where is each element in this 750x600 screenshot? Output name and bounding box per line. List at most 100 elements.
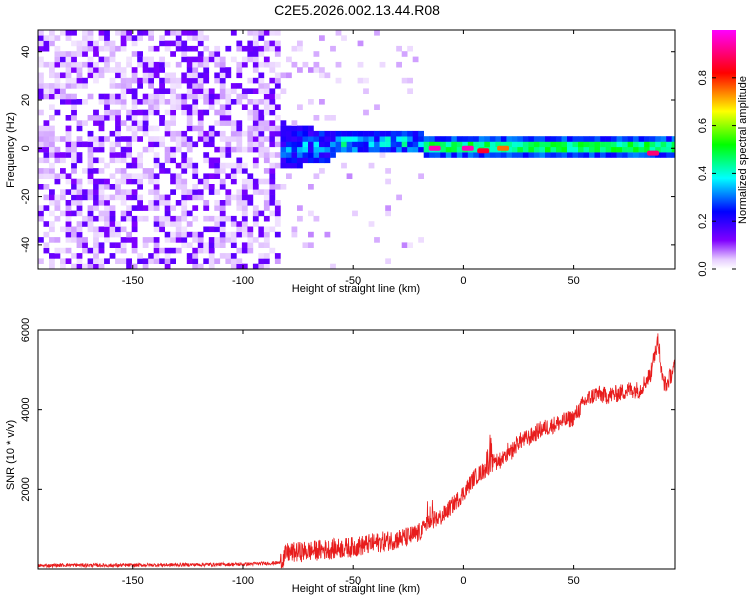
spectrogram-cell: [148, 45, 154, 52]
spectrogram-cell: [258, 141, 265, 148]
spectrogram-cell: [181, 210, 188, 217]
spectrogram-cell: [197, 242, 204, 248]
spectrogram-cell: [76, 221, 83, 227]
spectrogram-cell: [484, 136, 491, 142]
spectrogram-cell: [363, 146, 369, 153]
spectrogram-cell: [159, 226, 165, 233]
spectrogram-cell: [451, 146, 458, 153]
spectrogram-cell: [60, 173, 66, 179]
spectrogram-cell: [131, 99, 138, 105]
spectrogram-cell: [352, 130, 358, 137]
spectrogram-cell: [478, 136, 485, 142]
spectrogram-cell: [142, 263, 149, 269]
spectrogram-cell: [76, 51, 83, 57]
spectrogram-cell: [236, 72, 243, 79]
spectrogram-cell: [60, 210, 66, 217]
spectrogram-cell: [583, 136, 590, 142]
spectrogram-cell: [49, 40, 55, 47]
spectrogram-cell: [49, 152, 55, 158]
spectrogram-cell: [203, 99, 210, 105]
spectrogram-cell: [93, 61, 99, 68]
spectrogram-cell: [49, 200, 55, 206]
spectrogram-cell: [379, 146, 386, 153]
spectrogram-cell: [286, 152, 292, 158]
spectrogram-cell: [181, 40, 188, 47]
spectrogram-cell: [49, 83, 55, 89]
spectrogram-cell: [175, 130, 182, 137]
spectrogram-cell: [131, 178, 138, 185]
spectrogram-cell: [545, 146, 551, 153]
spectrogram-cell: [203, 88, 210, 94]
spectrogram-cell: [269, 184, 276, 190]
spectrogram-xlabel: Height of straight line (km): [292, 283, 420, 295]
spectrogram-cell: [186, 35, 193, 41]
spectrogram-cell: [170, 231, 176, 238]
spectrogram-cell: [137, 215, 143, 222]
spectrogram-cell: [93, 141, 99, 148]
spectrogram-cell: [660, 146, 667, 153]
spectrogram-cell: [43, 173, 50, 179]
spectrogram-cell: [131, 120, 138, 126]
spectrogram-cell: [115, 258, 121, 264]
spectrogram-cell: [153, 141, 160, 148]
spectrogram-cell: [87, 210, 94, 217]
spectrogram-cell: [197, 178, 204, 185]
spectrogram-cell: [192, 258, 199, 264]
spectrogram-cell: [38, 56, 44, 63]
spectrogram-cell: [164, 215, 171, 222]
spectrogram-cell: [109, 231, 116, 238]
spectrogram-cell: [82, 189, 88, 195]
spectrogram-cell: [38, 184, 44, 190]
spectrogram-cell: [104, 184, 110, 190]
spectrogram-cell: [131, 109, 138, 116]
spectrogram-cell: [153, 184, 160, 190]
spectrogram-cell: [528, 152, 535, 158]
spectrogram-cell: [385, 141, 391, 148]
spectrogram-cell: [539, 141, 546, 148]
spectrogram-cell: [197, 125, 204, 132]
spectrogram-cell: [638, 146, 645, 153]
spectrogram-cell: [219, 226, 226, 233]
spectrogram-cell: [170, 109, 176, 116]
spectrogram-cell: [550, 152, 557, 158]
spectrogram-cell: [131, 221, 138, 227]
spectrogram-cell: [263, 109, 270, 116]
spectrogram-cell: [115, 226, 121, 233]
spectrogram-cell: [302, 146, 309, 153]
spectrogram-cell: [203, 178, 210, 185]
spectrogram-cell: [308, 184, 314, 190]
spectrogram-cell: [214, 157, 221, 164]
spectrogram-cell: [225, 237, 232, 243]
spectrogram-cell: [263, 93, 270, 100]
spectrogram-cell: [82, 99, 88, 105]
spectrogram-cell: [82, 45, 88, 52]
spectrogram-cell: [159, 200, 165, 206]
spectrogram-cell: [583, 141, 590, 148]
spectrogram-cell: [148, 237, 154, 243]
spectrogram-cell: [87, 141, 94, 148]
spectrogram-cell: [258, 136, 265, 142]
spectrogram-cell: [263, 120, 270, 126]
spectrogram-cell: [109, 173, 116, 179]
spectrogram-cell: [192, 109, 199, 116]
spectrogram-cell: [418, 146, 424, 153]
spectrogram-cell: [291, 162, 298, 169]
spectrogram-cell: [126, 30, 132, 36]
spectrogram-cell: [54, 200, 61, 206]
spectrogram-cell: [203, 72, 210, 79]
spectrogram-cell: [98, 258, 105, 264]
spectrogram-cell: [622, 141, 628, 148]
spectrogram-cell: [170, 115, 176, 121]
spectrogram-cell: [241, 88, 248, 94]
spectrogram-cell: [43, 146, 50, 153]
spectrogram-cell: [175, 184, 182, 190]
spectrogram-cell: [368, 162, 375, 169]
spectrogram-cell: [225, 152, 232, 158]
spectrogram-cell: [186, 30, 193, 36]
spectrogram-cell: [203, 93, 210, 100]
spectrogram-cell: [208, 93, 215, 100]
spectrogram-cell: [644, 146, 650, 153]
spectrogram-cell: [126, 83, 132, 89]
spectrogram-cell: [197, 237, 204, 243]
spectrogram-cell: [181, 93, 188, 100]
